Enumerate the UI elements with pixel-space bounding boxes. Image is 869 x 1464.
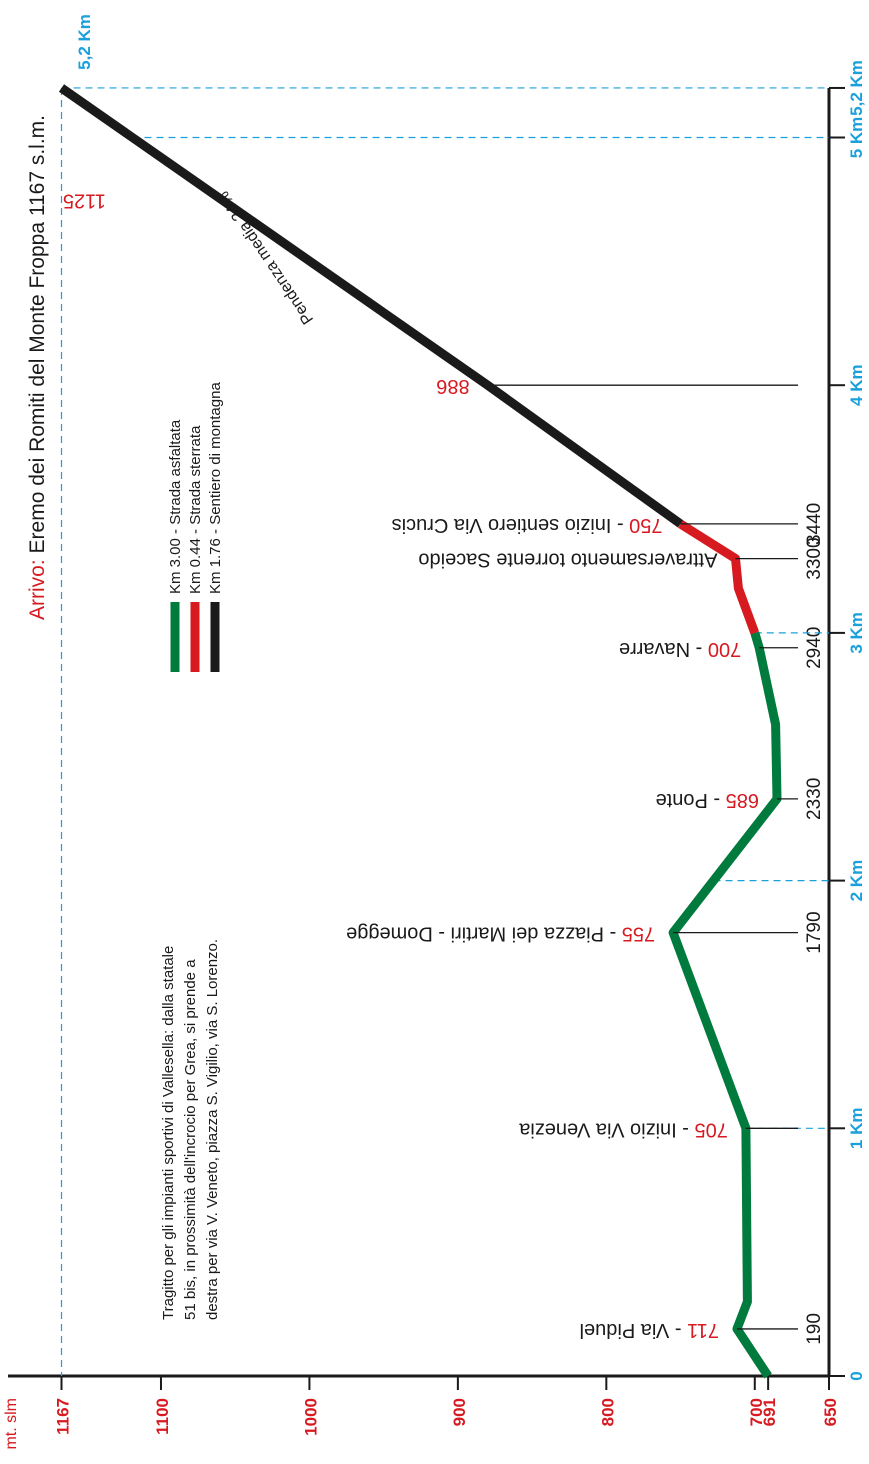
annotation-label: 755 - Piazza dei Martiri - Domegge <box>346 922 655 944</box>
chart-title: Arrivo: Eremo dei Romiti del Monte Fropp… <box>26 115 49 620</box>
annotation-label: 700 - Navarre <box>619 637 741 659</box>
elevation-tick-label: 1100 <box>153 1398 172 1435</box>
annotation-name: - Navarre <box>619 637 708 659</box>
route-note-line: Tragitto per gli impianti sportivi di Va… <box>160 946 177 1320</box>
elevation-axis-label: mt. slm <box>3 1398 20 1450</box>
legend-label: Km 1.76 - Sentiero di montagna <box>207 382 224 594</box>
title-prefix: Arrivo: <box>26 559 49 620</box>
legend-label: Km 0.44 - Strada sterrata <box>187 425 204 594</box>
distance-tick-label: 4 Km <box>847 364 866 406</box>
series-line <box>58 84 684 528</box>
distance-tick-label: 1 Km <box>847 1108 866 1150</box>
annotation-elevation: 705 <box>694 1118 727 1140</box>
title-and-note: Arrivo: Eremo dei Romiti del Monte Fropp… <box>26 115 221 1320</box>
annotation-elevation: 685 <box>726 789 759 811</box>
legend-label: Km 3.00 - Strada asfaltata <box>167 419 184 594</box>
annotation-elevation: 711 <box>687 1319 719 1341</box>
series-line <box>668 631 782 1379</box>
elevation-tick-label: 700 <box>747 1398 766 1426</box>
distance-tick-label: 2 Km <box>847 860 866 902</box>
route-note: Tragitto per gli impianti sportivi di Va… <box>160 939 221 1320</box>
distance-tick-label: 0 <box>847 1371 866 1380</box>
annotation-name: - Ponte <box>656 789 726 811</box>
route-note-line: 51 bis, in prossimità dell'incrocio per … <box>182 959 199 1320</box>
distance-tick-label: 3 Km <box>847 612 866 654</box>
annotation-elevation: 886 <box>436 375 469 397</box>
elevation-tick-label: 900 <box>450 1398 469 1426</box>
distance-mark-label: 2940 <box>804 627 825 669</box>
annotation-label: 711 - Via Piduel <box>580 1319 719 1341</box>
distance-mark-label: 3440 <box>804 503 825 545</box>
route-note-line: destra per via V. Veneto, piazza S. Vigi… <box>204 939 221 1320</box>
elevation-tick-label: 800 <box>598 1398 617 1426</box>
annotation-elevation: 750 <box>629 514 662 536</box>
distance-top-label: 5,2 Km <box>75 14 94 70</box>
annotation-elevation: 755 <box>622 922 655 944</box>
distance-mark-label: 190 <box>804 1313 825 1345</box>
series-line <box>678 520 760 635</box>
legend: Km 3.00 - Strada asfaltata Km 0.44 - Stra… <box>167 382 224 672</box>
annotation-label: 705 - Inizio Via Venezia <box>518 1118 728 1140</box>
distance-mark-label: 2330 <box>804 778 825 820</box>
annotation-label: 750 - Inizio sentiero Via Crucis <box>392 514 663 536</box>
annotation-elevation: 700 <box>708 637 741 659</box>
annotation-name: - Piazza dei Martiri - Domegge <box>346 922 622 944</box>
elevation-tick-label: 691 <box>760 1398 779 1426</box>
annotation-name: Attraversamento torrente Saceido <box>418 548 717 570</box>
distance-tick-label: 5,2 Km <box>847 60 866 116</box>
annotation-elevation: 1125 <box>63 189 106 211</box>
distance-mark-label: 1790 <box>804 911 825 953</box>
title-text: Eremo dei Romiti del Monte Froppa 1167 s… <box>26 115 49 559</box>
elevation-tick-label: 650 <box>821 1398 840 1426</box>
annotation-label: 1125 <box>63 189 106 211</box>
annotation-name: - Inizio sentiero Via Crucis <box>392 514 630 536</box>
distance-tick-label: 5 Km <box>847 117 866 159</box>
annotation-name: - Via Piduel <box>580 1319 687 1341</box>
annotation-label: 886 <box>436 375 469 397</box>
elevation-tick-label: 1167 <box>54 1398 73 1435</box>
annotation-label: 685 - Ponte <box>656 789 759 811</box>
annotation-label: Attraversamento torrente Saceido <box>418 548 717 570</box>
elevation-tick-label: 1000 <box>301 1398 320 1436</box>
annotation-name: - Inizio Via Venezia <box>518 1118 694 1140</box>
distance-mark-label: 3300 <box>804 537 825 579</box>
